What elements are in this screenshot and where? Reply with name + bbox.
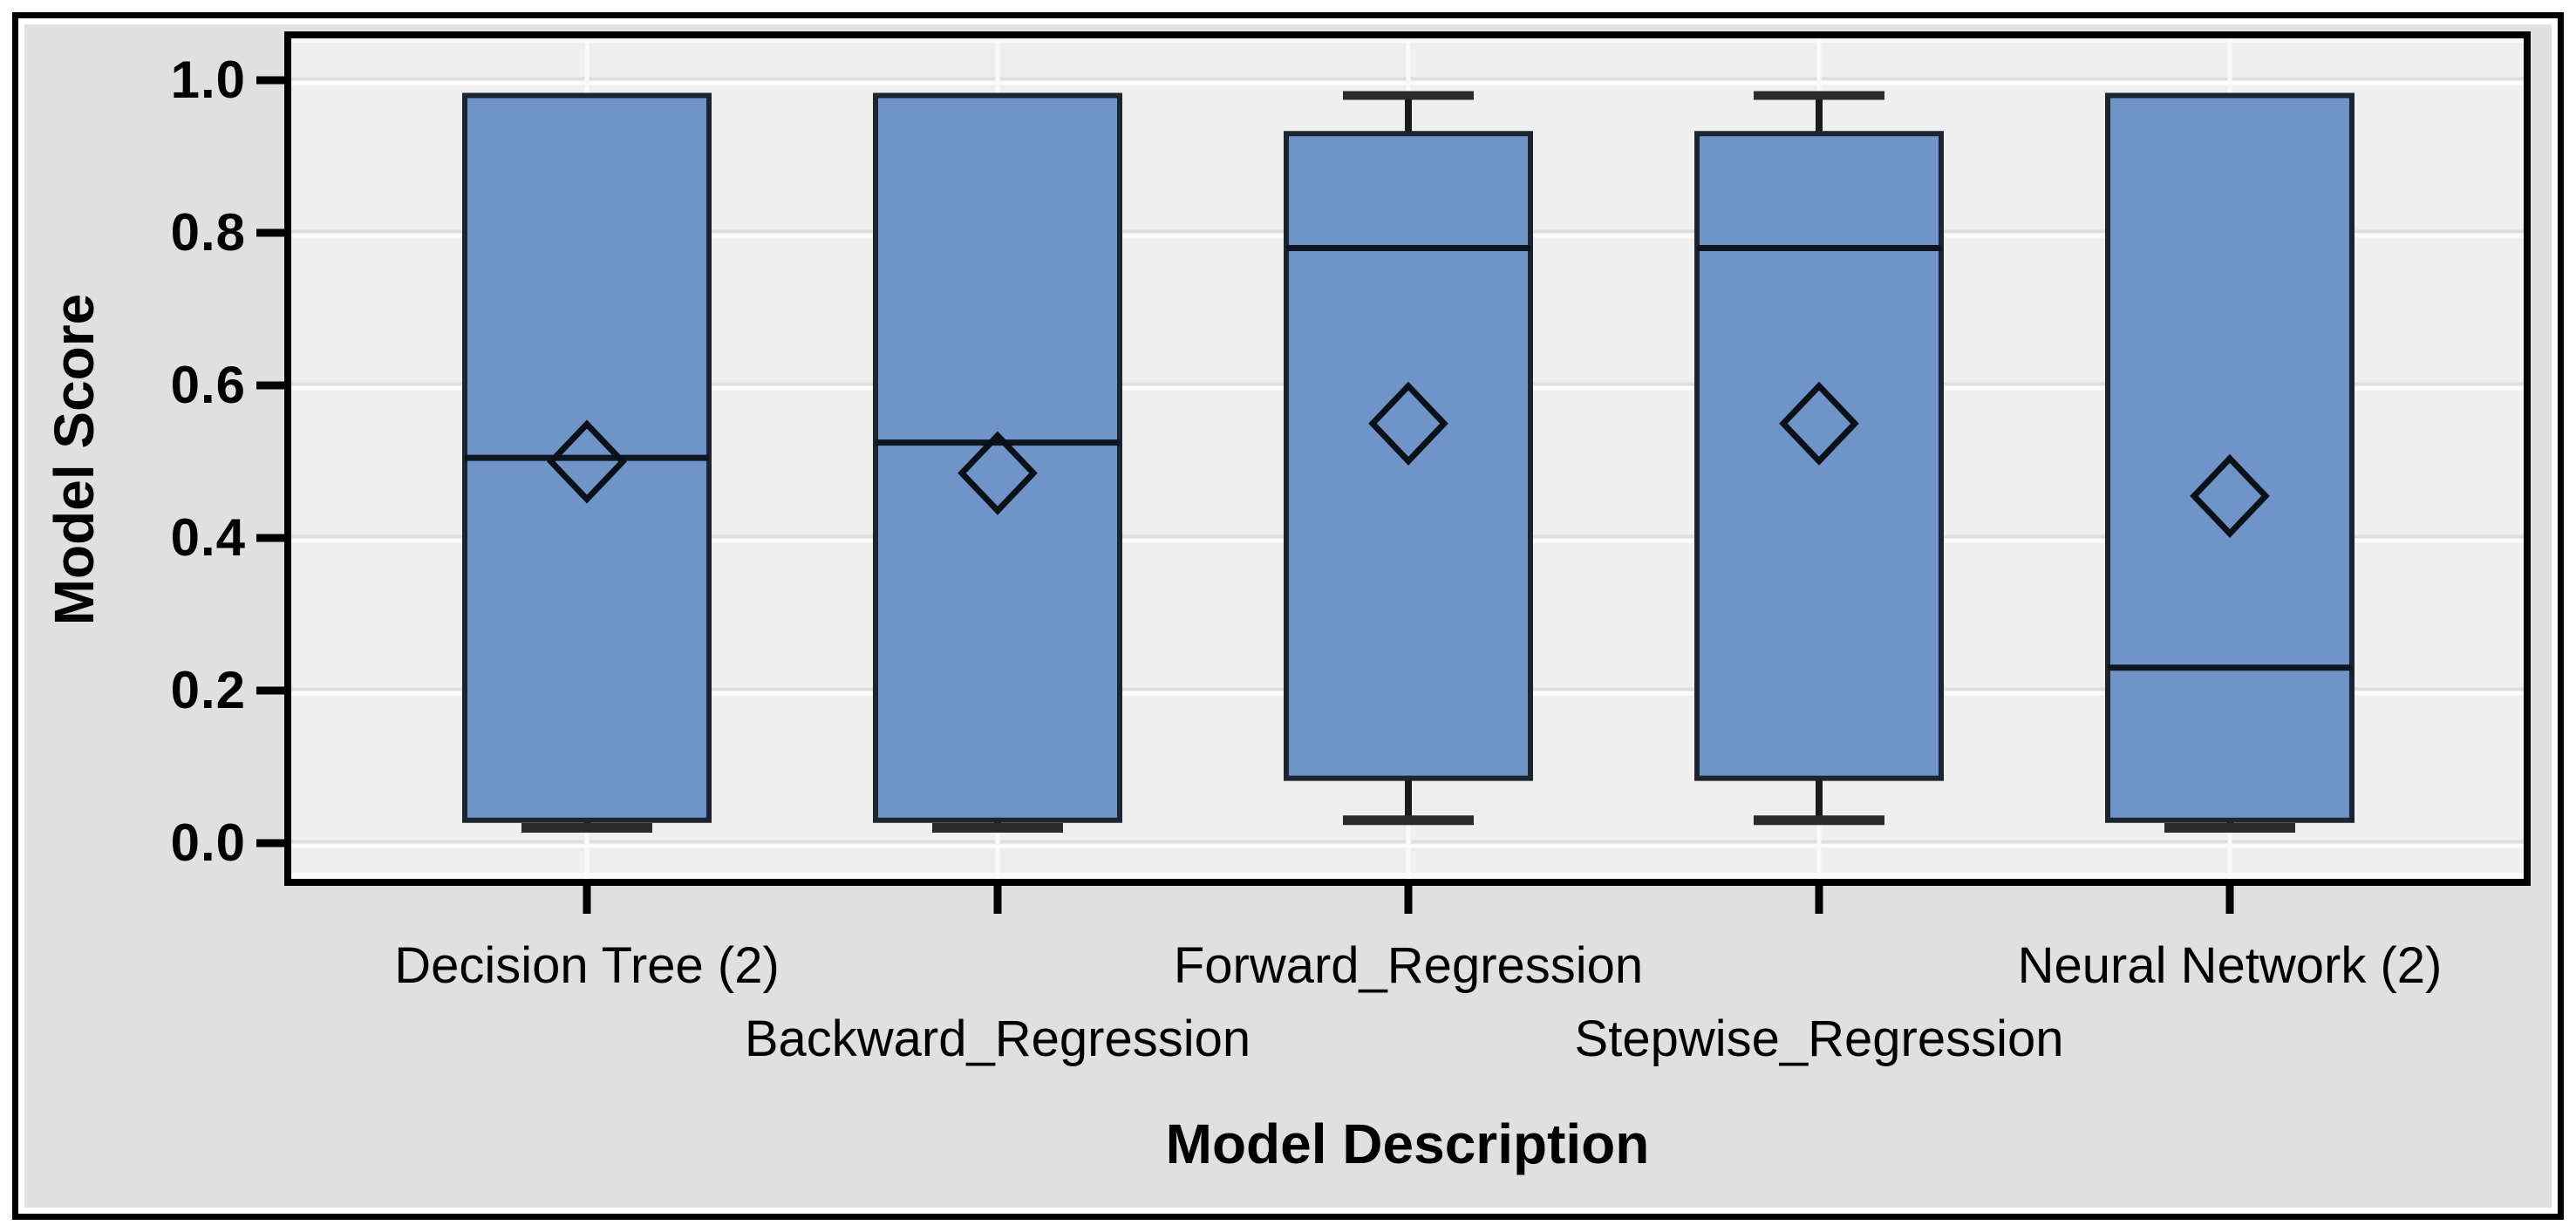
y-tick-label: 1.0 <box>170 51 246 109</box>
category-label: Neural Network (2) <box>2017 937 2443 994</box>
x-tick <box>2225 882 2234 914</box>
box-group <box>2105 92 2355 833</box>
y-tick-label: 0.6 <box>170 356 246 414</box>
mean-diamond-marker <box>957 431 1038 515</box>
y-tick <box>256 76 288 85</box>
chart-outer-border <box>12 12 2564 1220</box>
x-tick <box>993 882 1002 914</box>
y-tick <box>256 381 288 390</box>
box-rect <box>1694 131 1944 781</box>
box-group <box>1694 91 1944 826</box>
x-tick <box>1815 882 1823 914</box>
x-axis-title: Model Description <box>1165 1113 1650 1175</box>
category-label: Decision Tree (2) <box>394 937 780 994</box>
y-tick <box>256 228 288 237</box>
y-tick <box>256 686 288 695</box>
mean-diamond-marker <box>547 419 627 504</box>
y-tick-label: 0.0 <box>170 813 246 872</box>
category-label: Stepwise_Regression <box>1574 1011 2064 1067</box>
category-label: Forward_Regression <box>1173 937 1644 994</box>
mean-diamond-marker <box>1368 381 1448 466</box>
box-group <box>1284 91 1533 826</box>
y-tick-label: 0.8 <box>170 203 246 262</box>
y-tick-label: 0.2 <box>170 661 246 719</box>
box-group <box>462 92 712 833</box>
y-tick <box>256 534 288 542</box>
y-tick <box>256 839 288 847</box>
mean-diamond-marker <box>1779 381 1859 466</box>
box-rect <box>873 92 1122 823</box>
x-tick <box>1404 882 1413 914</box>
box-rect <box>1284 131 1533 781</box>
mean-diamond-marker <box>2190 453 2270 538</box>
category-label: Backward_Regression <box>744 1011 1251 1067</box>
box-group <box>873 92 1122 833</box>
y-axis-title: Model Score <box>43 293 106 626</box>
x-tick <box>583 882 591 914</box>
y-tick-label: 0.4 <box>170 508 246 567</box>
